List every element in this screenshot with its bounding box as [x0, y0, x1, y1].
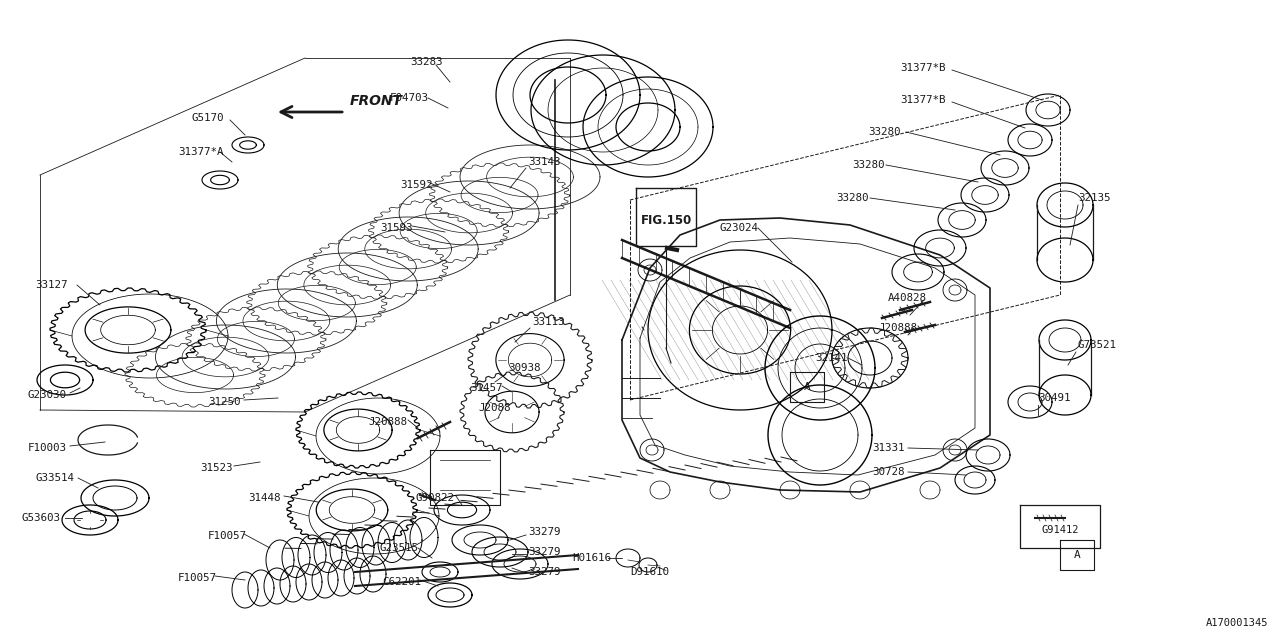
Text: J20888: J20888 [878, 323, 916, 333]
Text: G90822: G90822 [415, 493, 454, 503]
Text: A: A [1074, 550, 1080, 560]
Text: 33280: 33280 [852, 160, 884, 170]
Text: FIG.150: FIG.150 [640, 214, 691, 227]
Text: 33279: 33279 [529, 547, 561, 557]
Text: F10057: F10057 [207, 531, 247, 541]
Text: FRONT: FRONT [349, 94, 403, 108]
Text: G33514: G33514 [35, 473, 74, 483]
Text: A: A [804, 382, 810, 392]
Text: 30728: 30728 [872, 467, 905, 477]
Text: J2088: J2088 [477, 403, 511, 413]
Text: H01616: H01616 [572, 553, 611, 563]
Text: 31250: 31250 [207, 397, 241, 407]
Text: 33127: 33127 [35, 280, 68, 290]
Text: F10003: F10003 [28, 443, 67, 453]
Text: D91610: D91610 [630, 567, 669, 577]
Text: 31377*B: 31377*B [900, 63, 946, 73]
Text: F10057: F10057 [178, 573, 218, 583]
Text: G23024: G23024 [719, 223, 759, 233]
Text: G91412: G91412 [1041, 525, 1079, 535]
Text: 33143: 33143 [529, 157, 561, 167]
Text: 32135: 32135 [1078, 193, 1111, 203]
Text: G73521: G73521 [1078, 340, 1117, 350]
Text: 31523: 31523 [200, 463, 233, 473]
Text: 31593: 31593 [380, 223, 412, 233]
Text: 33280: 33280 [836, 193, 869, 203]
Text: G23030: G23030 [28, 390, 67, 400]
Text: 31377*A: 31377*A [178, 147, 224, 157]
Text: 32141: 32141 [815, 353, 847, 363]
Text: J20888: J20888 [369, 417, 407, 427]
Text: G5170: G5170 [192, 113, 224, 123]
Text: G53603: G53603 [22, 513, 61, 523]
Text: 33283: 33283 [410, 57, 443, 67]
Text: C62201: C62201 [381, 577, 421, 587]
Text: 31592: 31592 [399, 180, 433, 190]
Text: 30491: 30491 [1038, 393, 1070, 403]
Text: 33279: 33279 [529, 527, 561, 537]
Text: 31331: 31331 [872, 443, 905, 453]
Text: 31377*B: 31377*B [900, 95, 946, 105]
Text: 31457: 31457 [470, 383, 503, 393]
Text: 31448: 31448 [248, 493, 280, 503]
Text: 33113: 33113 [532, 317, 564, 327]
Text: 33279: 33279 [529, 567, 561, 577]
Text: G23515: G23515 [380, 543, 419, 553]
Text: 30938: 30938 [508, 363, 540, 373]
Text: 33280: 33280 [868, 127, 901, 137]
Text: F04703: F04703 [390, 93, 429, 103]
Text: A170001345: A170001345 [1206, 618, 1268, 628]
Text: A40828: A40828 [888, 293, 927, 303]
